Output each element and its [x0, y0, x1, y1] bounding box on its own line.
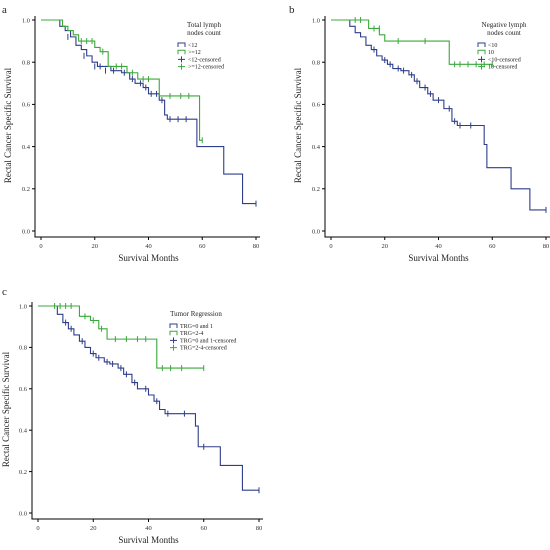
y-tick-label: 0.4: [22, 144, 31, 151]
y-tick-label: 0.8: [312, 60, 320, 67]
x-tick-label: 80: [543, 243, 550, 250]
y-tick-label: 0.2: [22, 186, 30, 193]
x-tick-label: 40: [435, 243, 442, 250]
legend-entry: 10-censored: [488, 65, 517, 71]
y-axis-label: Rectal Cancer Specific Survival: [3, 67, 13, 183]
legend-swatch: [177, 42, 186, 47]
x-tick-label: 0: [36, 525, 39, 532]
x-tick-label: 60: [199, 243, 206, 250]
y-tick-label: 0.0: [22, 228, 30, 235]
x-tick-label: 80: [253, 243, 260, 250]
legend-entry: >=12-censored: [188, 65, 224, 71]
y-tick-label: 0.4: [19, 428, 28, 435]
legend-swatch: [169, 330, 178, 336]
km-panel-b: b 0.0 0.2 0.4 0.6 0.8 1.0 0 20 40 60 80 Survival Mon…: [289, 4, 550, 263]
legend-entry: TRG=2-4-censored: [180, 346, 227, 352]
x-tick-label: 0: [39, 243, 42, 250]
legend-entry: >=12: [188, 50, 201, 56]
legend-title: Tumor Regression: [170, 310, 222, 318]
legend-entry: TRG=0 and 1: [180, 324, 213, 330]
x-tick-label: 60: [201, 525, 208, 532]
y-tick-label: 0.4: [312, 144, 321, 151]
y-tick-label: 0.0: [312, 228, 320, 235]
panel-letter: a: [2, 4, 7, 16]
km-curve-blue: [41, 19, 256, 205]
legend-title: Negative lymph: [482, 21, 527, 29]
km-curve-green: [331, 19, 493, 65]
y-tick-label: 0.8: [22, 60, 30, 67]
legend-title: Total lymph: [187, 21, 221, 29]
axes-frame: [324, 16, 550, 238]
axes-frame: [34, 16, 260, 238]
x-tick-label: 60: [489, 243, 496, 250]
legend-entry: TRG=0 and 1-censored: [180, 338, 236, 344]
y-tick-label: 0.0: [19, 510, 27, 517]
km-panel-c: c 0.0 0.2 0.4 0.6 0.8 1.0 0 20 40 60 80 Survival Mon…: [1, 286, 263, 545]
x-axis-label: Survival Months: [118, 535, 179, 545]
legend-entry: <10: [488, 43, 497, 49]
legend-swatch: [477, 49, 486, 55]
legend-swatch: [177, 49, 186, 55]
y-tick-label: 0.6: [312, 102, 321, 109]
legend-entry: <12: [188, 43, 197, 49]
x-tick-label: 0: [329, 243, 332, 250]
legend-title: nodes count: [487, 29, 521, 37]
y-tick-label: 0.6: [19, 386, 28, 393]
legend-swatch: [477, 42, 486, 47]
legend-entry: <12-censored: [188, 57, 221, 63]
x-tick-label: 40: [145, 525, 152, 532]
legend-entry: TRG=2-4: [180, 331, 203, 337]
y-tick-label: 0.8: [19, 345, 27, 352]
legend: Tumor Regression TRG=0 and 1TRG=2-4TRG=0 …: [169, 310, 236, 352]
y-tick-label: 1.0: [22, 17, 30, 24]
y-axis-label: Rectal Cancer Specific Survival: [1, 351, 11, 467]
y-tick-label: 1.0: [19, 303, 27, 310]
legend-entry: <10-censored: [488, 57, 521, 63]
x-tick-label: 40: [145, 243, 152, 250]
legend-title: nodes count: [187, 29, 221, 37]
y-tick-label: 0.2: [312, 186, 320, 193]
legend-entry: 10: [488, 50, 494, 56]
y-tick-label: 1.0: [312, 17, 320, 24]
axes-frame: [31, 302, 263, 520]
x-axis-label: Survival Months: [408, 253, 469, 263]
panel-letter: b: [289, 4, 295, 16]
km-curve-green: [38, 305, 204, 369]
km-curve-blue: [331, 19, 546, 211]
x-tick-label: 20: [382, 243, 389, 250]
x-tick-label: 20: [92, 243, 99, 250]
panel-letter: c: [2, 286, 7, 298]
x-tick-label: 20: [90, 525, 97, 532]
km-panel-a: a 0.0 0.2 0.4 0.6 0.8 1.0 0 20 40 60 80 Survival Mon…: [2, 4, 260, 263]
y-axis-label: Rectal Cancer Specific Survival: [293, 67, 303, 183]
x-tick-label: 80: [256, 525, 263, 532]
y-tick-label: 0.2: [19, 469, 27, 476]
legend-swatch: [169, 323, 178, 328]
km-curve-green: [41, 19, 203, 141]
y-tick-label: 0.6: [22, 102, 31, 109]
x-axis-label: Survival Months: [118, 253, 179, 263]
km-curve-blue: [38, 305, 259, 491]
